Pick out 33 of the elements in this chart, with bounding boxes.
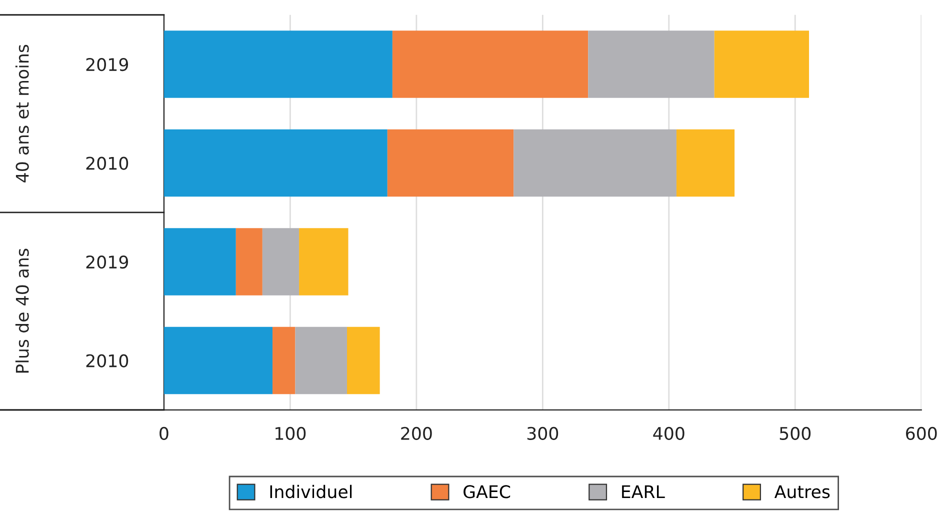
x-tick-label: 0 <box>160 426 168 440</box>
bar <box>387 129 514 197</box>
y-tick-label: 2019 <box>86 255 128 269</box>
bar <box>588 30 714 98</box>
bar <box>299 228 348 296</box>
x-tick-label: 100 <box>276 426 306 440</box>
x-tick-label: 600 <box>906 426 937 440</box>
text: 40 ans et moins <box>15 44 29 182</box>
legend-label: Autres <box>774 485 830 498</box>
legend-label: Individuel <box>270 484 352 498</box>
bar <box>164 326 273 394</box>
bar <box>164 30 392 98</box>
bar <box>676 129 735 197</box>
bar <box>236 228 262 296</box>
bar <box>262 228 300 296</box>
x-tick-label: 500 <box>780 426 811 440</box>
legend-label: GAEC <box>464 485 510 498</box>
x-tick-label: 400 <box>653 426 684 440</box>
text: Plus de 40 ans <box>15 248 29 373</box>
x-tick-label: 200 <box>401 426 432 440</box>
bar <box>272 326 296 394</box>
bar <box>347 326 380 394</box>
y-tick-label: 2010 <box>86 354 128 368</box>
bar <box>164 228 236 296</box>
bar <box>295 326 347 394</box>
y-tick-label: 2019 <box>86 58 128 72</box>
bar <box>714 30 810 98</box>
bar <box>164 129 388 197</box>
bar <box>392 30 588 98</box>
x-tick-label: 300 <box>527 426 558 440</box>
bar <box>514 129 676 197</box>
legend-label: EARL <box>622 485 665 498</box>
y-tick-label: 2010 <box>86 156 128 170</box>
